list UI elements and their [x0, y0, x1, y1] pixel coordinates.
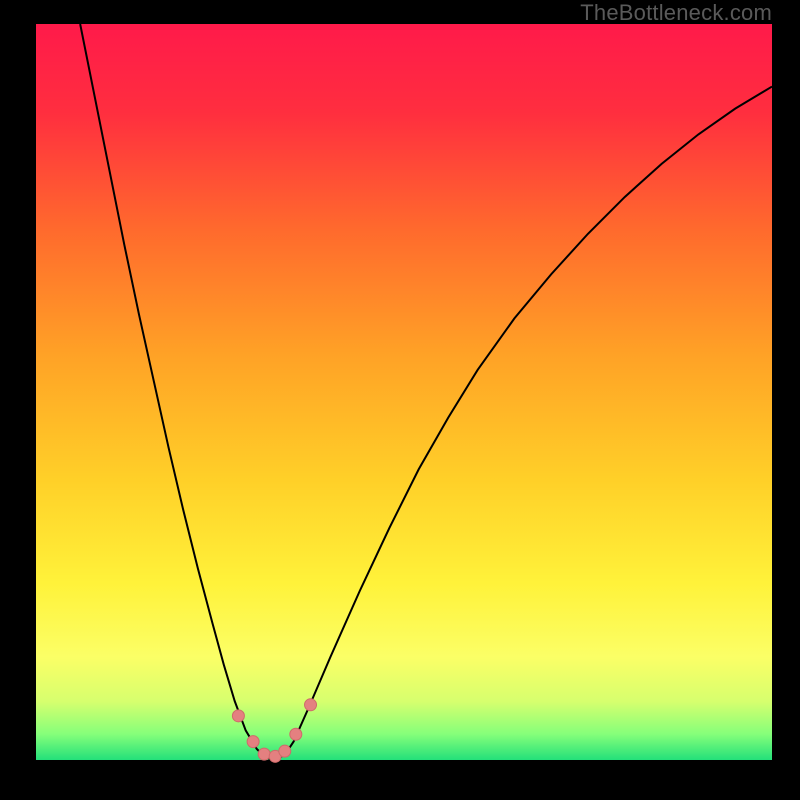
marker-point: [279, 745, 291, 757]
marker-point: [290, 728, 302, 740]
chart-root: TheBottleneck.com: [0, 0, 800, 800]
marker-point: [258, 748, 270, 760]
marker-point: [305, 699, 317, 711]
marker-point: [232, 710, 244, 722]
curve-layer: [0, 0, 800, 800]
bottleneck-curve: [80, 24, 772, 760]
marker-point: [247, 736, 259, 748]
